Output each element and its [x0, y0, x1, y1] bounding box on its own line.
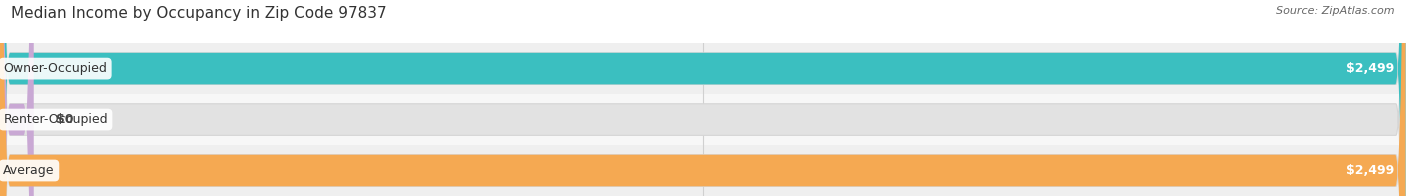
Text: $0: $0 [56, 113, 73, 126]
Text: Owner-Occupied: Owner-Occupied [3, 62, 107, 75]
Bar [0, 145, 1406, 196]
Text: $2,499: $2,499 [1346, 164, 1395, 177]
FancyBboxPatch shape [0, 0, 34, 196]
Bar [0, 94, 1406, 145]
Bar [0, 43, 1406, 94]
Text: Average: Average [3, 164, 55, 177]
Text: Source: ZipAtlas.com: Source: ZipAtlas.com [1277, 6, 1395, 16]
Text: Median Income by Occupancy in Zip Code 97837: Median Income by Occupancy in Zip Code 9… [11, 6, 387, 21]
Text: $2,499: $2,499 [1346, 62, 1395, 75]
Text: Renter-Occupied: Renter-Occupied [3, 113, 108, 126]
